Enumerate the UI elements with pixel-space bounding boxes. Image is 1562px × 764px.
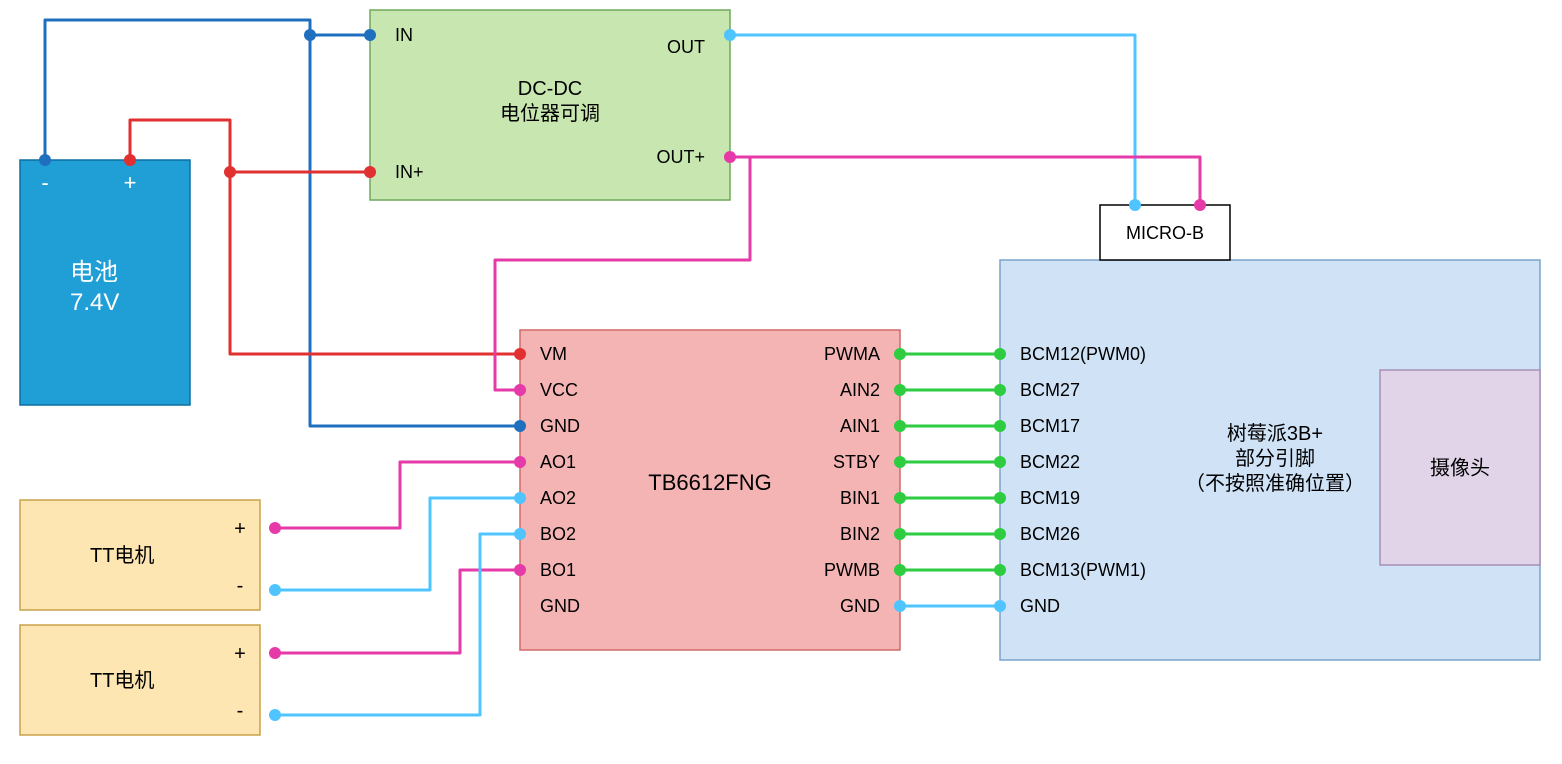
tb-left-pin-1: VCC (540, 380, 578, 400)
dcdc-title2: 电位器可调 (500, 102, 600, 125)
dot-m1-minus (269, 584, 281, 596)
dot-tb-ao2 (514, 492, 526, 504)
dot-tb-vcc (514, 384, 526, 396)
dot-tb-r-2 (894, 420, 906, 432)
dot-tb-r-6 (894, 564, 906, 576)
dot-bat-minus (39, 154, 51, 166)
dot-pi-l-5 (994, 528, 1006, 540)
dot-tb-gndl (514, 420, 526, 432)
motor-plus-1: + (234, 518, 246, 540)
battery-title1: 电池 (70, 259, 118, 286)
tb-left-pin-6: BO1 (540, 560, 576, 580)
dot-red-branch (224, 166, 236, 178)
pi-left-pin-6: BCM13(PWM1) (1020, 560, 1146, 580)
tb-right-pin-5: BIN2 (840, 524, 880, 544)
dot-tb-ao1 (514, 456, 526, 468)
battery-minus-label: - (41, 170, 48, 195)
tb-left-pin-2: GND (540, 416, 580, 436)
motor-minus-2: - (237, 700, 244, 722)
pi-title2: 部分引脚 (1235, 447, 1315, 470)
dot-tb-r-5 (894, 528, 906, 540)
battery-title2: 7.4V (70, 289, 119, 316)
wire-motor2-minus-bo2 (275, 534, 520, 715)
dcdc-out-plus-label: OUT+ (656, 147, 705, 167)
tb-right-pin-6: PWMB (824, 560, 880, 580)
dot-pi-l-4 (994, 492, 1006, 504)
tb-left-pin-4: AO2 (540, 488, 576, 508)
tb-left-pin-0: VM (540, 344, 567, 364)
pi-title3: （不按照准确位置） (1185, 472, 1365, 495)
battery-plus-label: + (124, 170, 137, 195)
pi-left-pin-3: BCM22 (1020, 452, 1080, 472)
tb-right-pin-0: PWMA (824, 344, 880, 364)
dot-tb-gndr (894, 600, 906, 612)
dcdc-in-minus-label: IN (395, 25, 413, 45)
wire-dcdc-out-plus-microb (730, 157, 1200, 205)
tb-right-pin-1: AIN2 (840, 380, 880, 400)
tb-left-pin-3: AO1 (540, 452, 576, 472)
dot-blue-branch (304, 29, 316, 41)
dot-tb-r-3 (894, 456, 906, 468)
dot-tb-r-1 (894, 384, 906, 396)
dot-pi-l-1 (994, 384, 1006, 396)
wire-motor2-plus-bo1 (275, 570, 520, 653)
dot-tb-bo1 (514, 564, 526, 576)
dot-microb-plus (1194, 199, 1206, 211)
dot-dcdc-inm (364, 29, 376, 41)
dcdc-in-plus-label: IN+ (395, 162, 424, 182)
dot-m2-plus (269, 647, 281, 659)
dcdc-out-minus-label: OUT (667, 37, 705, 57)
wire-bat-minus-dcdc-in-minus (45, 20, 370, 160)
motor-minus-1: - (237, 575, 244, 597)
dot-pi-gnd (994, 600, 1006, 612)
motor-label-1: TT电机 (90, 544, 154, 567)
dot-pi-l-0 (994, 348, 1006, 360)
wire-motor1-plus-ao1 (275, 462, 520, 528)
dot-dcdc-inp (364, 166, 376, 178)
tb-left-pin-5: BO2 (540, 524, 576, 544)
tb-right-pin-3: STBY (833, 452, 880, 472)
dot-tb-bo2 (514, 528, 526, 540)
dcdc-title1: DC-DC (518, 78, 582, 100)
motor-plus-2: + (234, 643, 246, 665)
pi-left-pin-7: GND (1020, 596, 1060, 616)
pi-title1: 树莓派3B+ (1227, 422, 1323, 445)
dot-tb-r-0 (894, 348, 906, 360)
dot-microb-minus (1129, 199, 1141, 211)
wire-dcdc-out-minus-microb (730, 35, 1135, 205)
tb-left-pin-7: GND (540, 596, 580, 616)
pi-left-pin-4: BCM19 (1020, 488, 1080, 508)
dot-m2-minus (269, 709, 281, 721)
dot-dcdc-outp (724, 151, 736, 163)
pi-left-pin-0: BCM12(PWM0) (1020, 344, 1146, 364)
dot-m1-plus (269, 522, 281, 534)
tb-right-pin-2: AIN1 (840, 416, 880, 436)
pi-left-pin-1: BCM27 (1020, 380, 1080, 400)
microb-label: MICRO-B (1126, 223, 1204, 243)
tb-right-pin-7: GND (840, 596, 880, 616)
pi-left-pin-5: BCM26 (1020, 524, 1080, 544)
tb6612-title: TB6612FNG (648, 470, 772, 495)
motor-label-2: TT电机 (90, 669, 154, 692)
wire-motor1-minus-ao2 (275, 498, 520, 590)
dot-pi-l-3 (994, 456, 1006, 468)
tb-right-pin-4: BIN1 (840, 488, 880, 508)
dot-tb-vm (514, 348, 526, 360)
dot-bat-plus (124, 154, 136, 166)
dot-pi-l-2 (994, 420, 1006, 432)
dot-tb-r-4 (894, 492, 906, 504)
camera-label: 摄像头 (1430, 457, 1490, 480)
pi-left-pin-2: BCM17 (1020, 416, 1080, 436)
dot-dcdc-outm (724, 29, 736, 41)
wiring-diagram: 电池 7.4V - + DC-DC电位器可调 IN IN+ OUT OUT+ TB6612FNG V… (0, 0, 1562, 764)
dot-pi-l-6 (994, 564, 1006, 576)
